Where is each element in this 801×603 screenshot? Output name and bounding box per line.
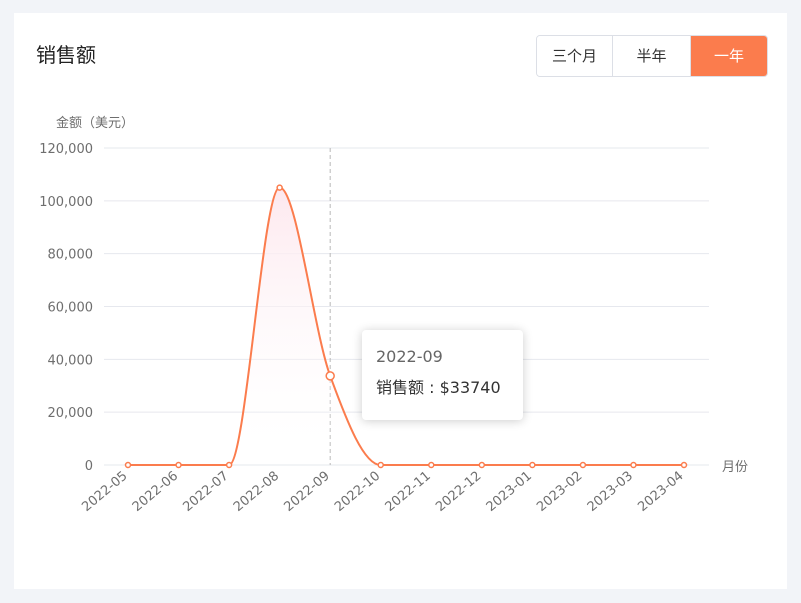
data-point bbox=[276, 184, 283, 191]
x-tick-label: 2022-11 bbox=[383, 469, 434, 515]
data-point bbox=[428, 461, 435, 469]
range-half-year-button[interactable]: 半年 bbox=[613, 36, 691, 76]
card-title: 销售额 bbox=[36, 43, 96, 67]
tooltip-series-label: 销售额 bbox=[376, 378, 425, 397]
y-tick-label: 100,000 bbox=[39, 195, 93, 210]
tooltip-value-text: $33740 bbox=[439, 378, 501, 397]
y-axis-label: 金额（美元） bbox=[56, 115, 134, 131]
data-point bbox=[579, 461, 587, 469]
sales-line-chart: 020,00040,00060,00080,000100,000120,000 … bbox=[39, 115, 748, 515]
y-tick-label: 120,000 bbox=[39, 142, 93, 157]
data-point bbox=[680, 461, 688, 469]
x-tick-label: 2022-05 bbox=[79, 469, 130, 515]
y-tick-label: 60,000 bbox=[48, 301, 94, 316]
range-three-months-button[interactable]: 三个月 bbox=[537, 36, 613, 76]
y-tick-label: 20,000 bbox=[48, 406, 94, 421]
x-tick-label: 2022-08 bbox=[231, 469, 282, 515]
series-line bbox=[128, 186, 684, 466]
sales-card: 销售额 三个月 半年 一年 0 20,000 40,000 60,000 80,000 1… bbox=[14, 13, 787, 589]
series-area bbox=[128, 187, 684, 465]
x-tick-label: 2022-07 bbox=[180, 469, 231, 515]
x-tick-label: 2023-02 bbox=[534, 469, 585, 515]
data-point bbox=[478, 461, 486, 469]
x-tick-label: 2023-03 bbox=[585, 469, 636, 515]
data-point bbox=[630, 461, 637, 469]
x-axis-label: 月份 bbox=[722, 460, 748, 475]
chart-tooltip: 2022-09 销售额 : $33740 bbox=[362, 330, 523, 420]
data-point bbox=[175, 461, 182, 469]
series-points bbox=[124, 184, 688, 469]
data-point bbox=[124, 461, 132, 469]
x-tick-label: 2022-12 bbox=[433, 469, 484, 515]
x-tick-label: 2022-10 bbox=[332, 469, 383, 515]
data-point bbox=[225, 461, 233, 469]
y-tick-label: 40,000 bbox=[48, 353, 94, 368]
data-point bbox=[529, 461, 536, 469]
y-axis-ticks: 0 20,000 40,000 60,000 80,000 100,000 120,000 bbox=[39, 142, 93, 474]
x-tick-label: 2023-04 bbox=[635, 469, 686, 515]
data-point bbox=[325, 371, 335, 381]
time-range-selector: 三个月 半年 一年 bbox=[536, 35, 768, 77]
range-one-year-button[interactable]: 一年 bbox=[691, 36, 767, 76]
x-tick-label: 2022-06 bbox=[130, 469, 181, 515]
tooltip-value: 销售额 : $33740 bbox=[376, 378, 501, 397]
x-tick-label: 2022-09 bbox=[281, 469, 332, 515]
x-tick-label: 2023-01 bbox=[484, 469, 535, 515]
y-tick-label: 0 bbox=[85, 459, 93, 474]
x-axis-ticks: 2022-05 2022-06 2022-07 2022-08 2022-09 2022-… bbox=[79, 469, 686, 515]
tooltip-title: 2022-09 bbox=[376, 347, 443, 366]
y-tick-label: 80,000 bbox=[48, 248, 94, 263]
data-point bbox=[377, 461, 384, 469]
